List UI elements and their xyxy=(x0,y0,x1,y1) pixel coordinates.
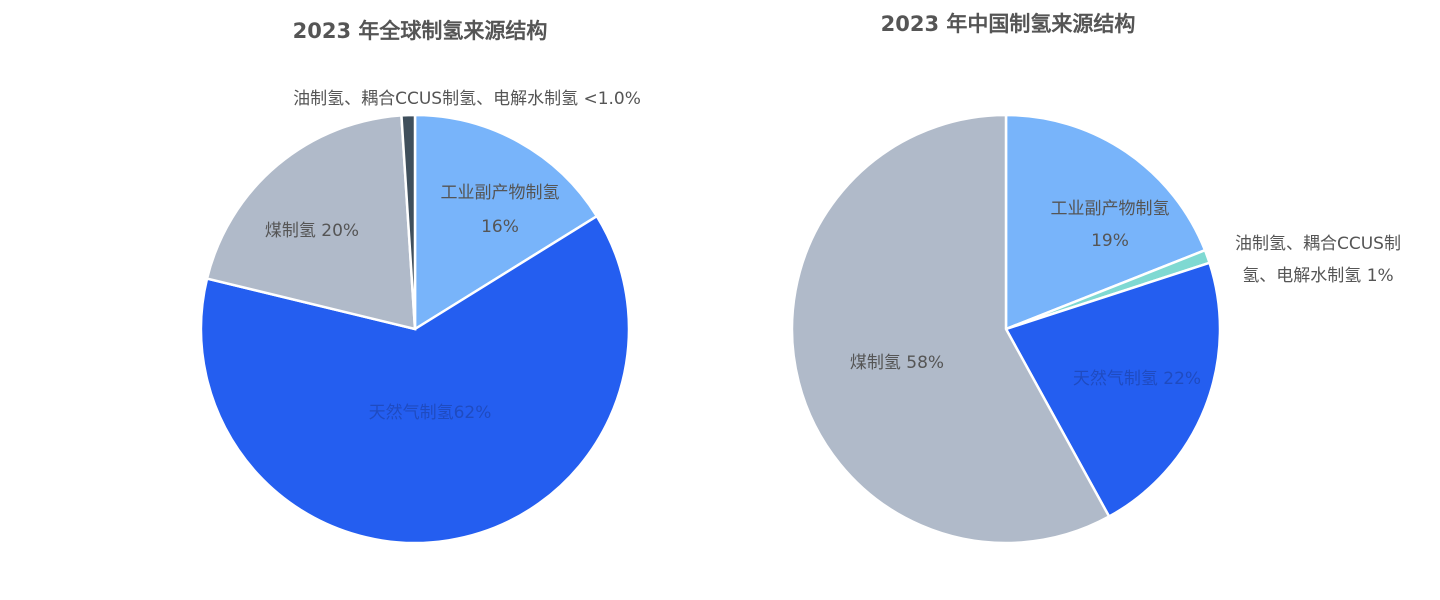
pie-slice-0 xyxy=(1004,113,1207,331)
slice-label-line: 油制氢、耦合CCUS制氢、电解水制氢 <1.0% xyxy=(293,89,641,109)
slice-label-line: 19% xyxy=(1091,231,1129,251)
chart-title: 2023 年中国制氢来源结构 xyxy=(881,12,1136,36)
slice-label-line: 工业副产物制氢 xyxy=(1051,199,1170,219)
slice-label-line: 天然气制氢 22% xyxy=(1073,369,1201,389)
slice-label-line: 氢、电解水制氢 1% xyxy=(1242,266,1393,286)
pie-slice-3 xyxy=(400,113,417,330)
slice-label-3: 煤制氢 58% xyxy=(850,353,944,373)
pie-slice-3 xyxy=(790,113,1111,545)
pie-slice-1 xyxy=(199,214,631,545)
slice-label-1: 天然气制氢62% xyxy=(369,403,492,423)
pie-slice-2 xyxy=(1004,261,1222,519)
slice-label-line: 16% xyxy=(481,217,519,237)
slice-label-2: 煤制氢 20% xyxy=(265,221,359,241)
slice-label-2: 天然气制氢 22% xyxy=(1073,369,1201,389)
pie-slice-0 xyxy=(413,113,599,332)
slice-label-line: 煤制氢 58% xyxy=(850,353,944,373)
slice-label-line: 煤制氢 20% xyxy=(265,221,359,241)
slice-label-3: 油制氢、耦合CCUS制氢、电解水制氢 <1.0% xyxy=(293,89,641,109)
slice-label-0: 工业副产物制氢 19% xyxy=(1051,199,1170,251)
slice-label-line: 油制氢、耦合CCUS制 xyxy=(1235,234,1401,254)
pie-slice-2 xyxy=(205,114,417,331)
slice-label-1: 油制氢、耦合CCUS制氢、电解水制氢 1% xyxy=(1235,234,1401,286)
slice-label-0: 工业副产物制氢 16% xyxy=(441,183,560,237)
chart-title: 2023 年全球制氢来源结构 xyxy=(293,19,548,43)
slice-label-line: 天然气制氢62% xyxy=(369,403,492,423)
slice-label-line: 工业副产物制氢 xyxy=(441,183,560,203)
